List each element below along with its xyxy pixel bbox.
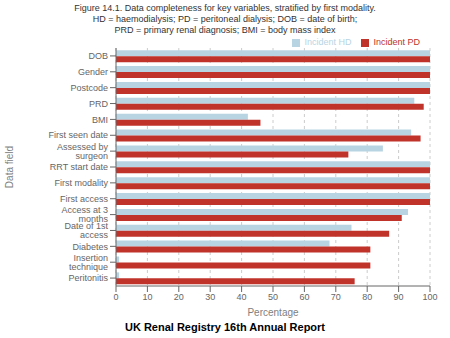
svg-text:100: 100 [422, 292, 437, 302]
svg-text:Gender: Gender [78, 67, 108, 77]
svg-text:Date of 1staccess: Date of 1staccess [64, 221, 108, 240]
svg-text:90: 90 [394, 292, 404, 302]
svg-text:Percentage: Percentage [247, 307, 299, 318]
svg-text:20: 20 [174, 292, 184, 302]
svg-text:10: 10 [142, 292, 152, 302]
svg-text:Insertiontechnique: Insertiontechnique [69, 253, 108, 272]
svg-text:RRT start date: RRT start date [50, 162, 108, 172]
svg-text:50: 50 [268, 292, 278, 302]
svg-text:Diabetes: Diabetes [72, 242, 108, 252]
svg-text:80: 80 [362, 292, 372, 302]
svg-text:Peritonitis: Peritonitis [68, 273, 108, 283]
svg-text:First access: First access [60, 194, 109, 204]
svg-text:30: 30 [205, 292, 215, 302]
svg-text:70: 70 [331, 292, 341, 302]
svg-text:DOB: DOB [88, 51, 108, 61]
svg-text:Assessed bysurgeon: Assessed bysurgeon [57, 142, 109, 161]
svg-text:PRD: PRD [89, 99, 109, 109]
svg-text:0: 0 [113, 292, 118, 302]
svg-text:40: 40 [237, 292, 247, 302]
svg-text:First modality: First modality [54, 178, 108, 188]
svg-text:Data field: Data field [8, 146, 15, 188]
svg-text:60: 60 [299, 292, 309, 302]
svg-text:BMI: BMI [92, 115, 108, 125]
svg-text:Postcode: Postcode [70, 83, 108, 93]
svg-text:First seen date: First seen date [48, 130, 108, 140]
